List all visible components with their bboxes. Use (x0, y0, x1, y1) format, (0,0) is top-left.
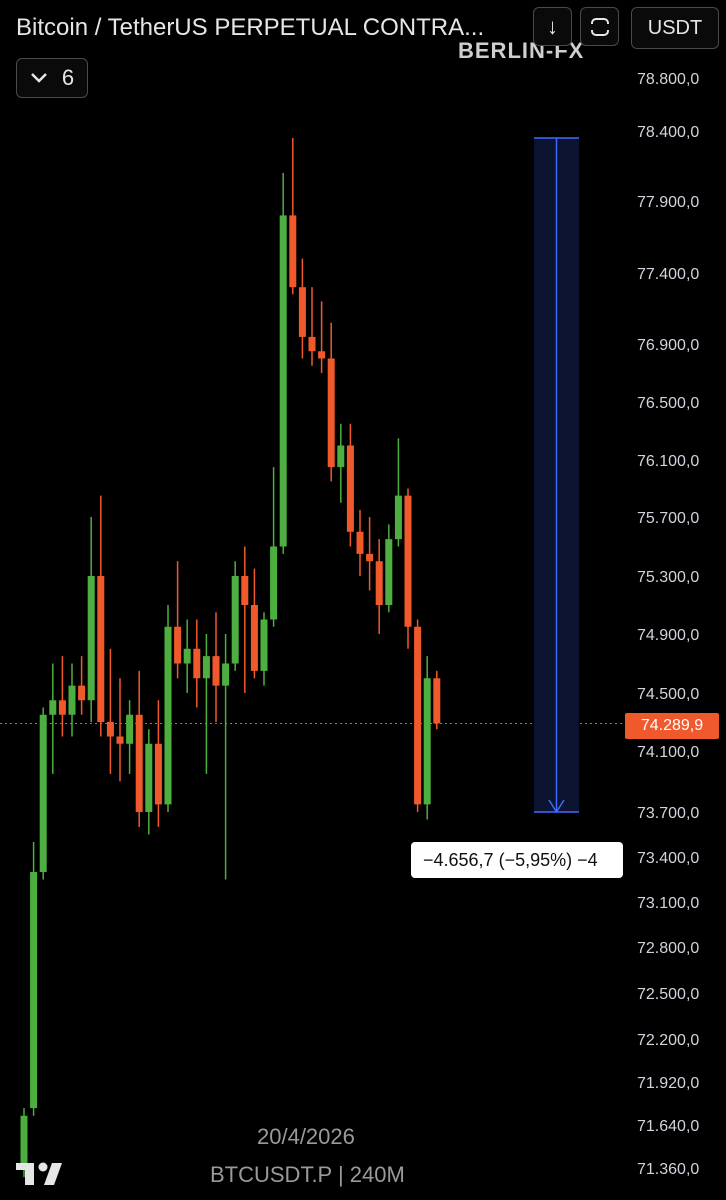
y-tick-label: 74.100,0 (637, 744, 699, 761)
candle-down (433, 678, 441, 724)
candle-down (116, 736, 124, 744)
candle-down (356, 531, 364, 554)
candle-up (270, 546, 278, 620)
chevron-down-icon (30, 73, 47, 83)
candle-down (346, 445, 354, 532)
download-button[interactable]: ↓ (533, 7, 572, 46)
candle-up (260, 619, 268, 671)
y-tick-label: 77.900,0 (637, 194, 699, 211)
y-tick-label: 72.500,0 (637, 986, 699, 1003)
candle-up (126, 714, 134, 744)
fullscreen-icon (588, 17, 611, 36)
currency-button[interactable]: USDT (631, 7, 719, 49)
fullscreen-button[interactable] (580, 7, 619, 46)
candle-down (106, 722, 114, 737)
candle-down (308, 336, 316, 352)
candle-down (97, 576, 105, 722)
candle-up (423, 678, 431, 805)
indicator-count: 6 (61, 65, 75, 90)
candle-down (327, 358, 335, 468)
candle-up (39, 714, 47, 872)
candle-up (87, 576, 95, 701)
candle-down (250, 605, 258, 671)
current-price-tag: 74.289,9 (625, 713, 719, 739)
candle-up (394, 495, 402, 540)
symbol-label: BTCUSDT.P | 240M (210, 1162, 405, 1187)
candle-down (58, 700, 66, 715)
candle-up (145, 743, 153, 812)
candle-down (318, 351, 326, 359)
y-tick-label: 71.920,0 (637, 1075, 699, 1092)
y-tick-label: 73.700,0 (637, 805, 699, 822)
y-tick-label: 75.700,0 (637, 510, 699, 527)
y-tick-label: 78.400,0 (637, 124, 699, 141)
y-axis: 78.800,0 78.400,0 77.900,0 77.400,0 76.900,0… (637, 71, 699, 1178)
y-tick-label: 74.500,0 (637, 686, 699, 703)
candle-down (375, 561, 383, 605)
date-label: 20/4/2026 (257, 1124, 355, 1149)
candle-down (135, 714, 143, 812)
candle-down (78, 685, 86, 701)
candle-up (164, 626, 172, 805)
candle-down (298, 287, 306, 337)
measure-tool (534, 137, 579, 814)
y-tick-label: 76.500,0 (637, 395, 699, 412)
measure-arrow-icon (548, 799, 565, 814)
candle-down (212, 656, 220, 686)
candle-up (222, 663, 230, 686)
y-tick-label: 72.800,0 (637, 940, 699, 957)
candle-up (20, 1115, 28, 1170)
candle-down (414, 626, 422, 805)
chart-title: Bitcoin / TetherUS PERPETUAL CONTRA... (16, 14, 485, 41)
y-tick-label: 78.800,0 (637, 71, 699, 88)
candle-up (202, 656, 210, 679)
candle-up (231, 576, 239, 664)
candle-up (183, 648, 191, 664)
indicators-collapse-button[interactable]: 6 (16, 58, 88, 98)
y-tick-label: 75.300,0 (637, 569, 699, 586)
candle-up (337, 445, 345, 468)
y-tick-label: 71.640,0 (637, 1118, 699, 1135)
y-tick-label: 72.200,0 (637, 1032, 699, 1049)
candle-down (366, 553, 374, 562)
candle-down (241, 576, 249, 605)
y-tick-label: 76.900,0 (637, 337, 699, 354)
y-tick-label: 73.100,0 (637, 895, 699, 912)
candle-down (174, 626, 182, 664)
y-tick-label: 71.360,0 (637, 1161, 699, 1178)
candle-up (385, 539, 393, 605)
y-tick-label: 76.100,0 (637, 453, 699, 470)
candle-up (49, 700, 57, 715)
candle-up (68, 685, 76, 715)
candle-down (154, 743, 162, 805)
arrow-down-icon: ↓ (547, 13, 558, 39)
candles-group (20, 138, 441, 1178)
measure-label: −4.656,7 (−5,95%) −4 (411, 842, 623, 878)
candle-up (279, 215, 287, 547)
y-tick-label: 77.400,0 (637, 266, 699, 283)
candle-down (193, 648, 201, 679)
y-tick-label: 74.900,0 (637, 627, 699, 644)
y-tick-label: 73.400,0 (637, 850, 699, 867)
candle-up (30, 872, 38, 1109)
tradingview-logo-icon (16, 1162, 62, 1185)
candle-down (289, 215, 297, 288)
candle-down (404, 495, 412, 627)
